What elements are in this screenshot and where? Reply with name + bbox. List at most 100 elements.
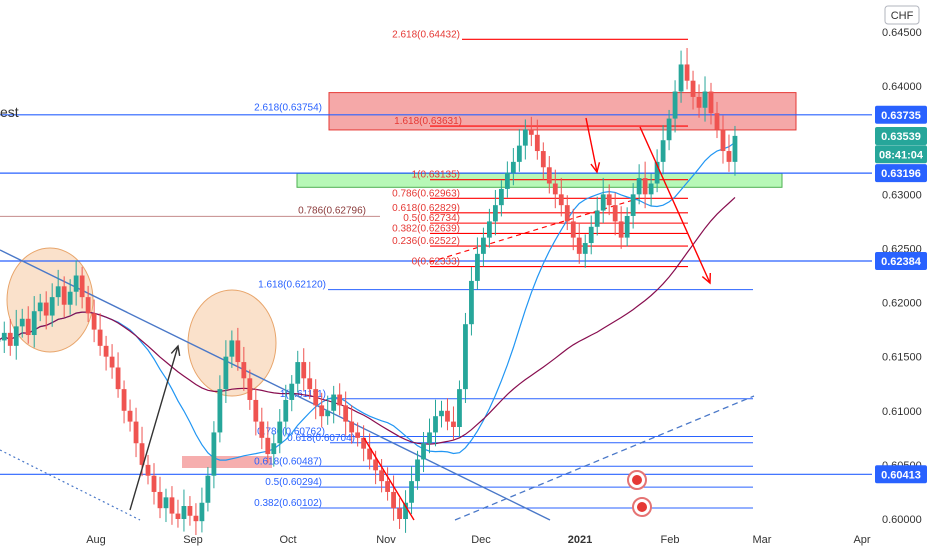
candle[interactable] [7,332,13,346]
candle[interactable] [43,302,49,316]
candle[interactable] [187,506,193,516]
candle[interactable] [253,399,259,422]
candle[interactable] [588,226,594,244]
candle[interactable] [546,167,552,184]
candle[interactable] [648,183,654,195]
candle[interactable] [433,416,438,433]
candle[interactable] [0,340,1,342]
price-badge[interactable] [875,251,927,270]
candle[interactable] [319,405,325,417]
candle[interactable] [211,432,217,476]
candle[interactable] [409,481,414,503]
candle[interactable] [97,329,103,346]
candle[interactable] [427,432,432,444]
candle[interactable] [510,161,516,173]
candle[interactable] [660,140,666,162]
candle[interactable] [307,378,313,390]
candle[interactable] [618,221,624,238]
candle[interactable] [259,421,265,438]
candle[interactable] [121,389,127,411]
candle[interactable] [79,275,85,298]
candle[interactable] [55,286,61,298]
candle[interactable] [139,443,145,465]
dotted-trendline[interactable] [0,449,141,521]
candle[interactable] [217,389,223,433]
candle[interactable] [702,91,708,108]
candle[interactable] [301,362,307,379]
candle[interactable] [235,340,241,363]
candle[interactable] [564,205,570,222]
candle[interactable] [385,481,390,492]
candle[interactable] [666,118,672,141]
candle[interactable] [624,215,630,238]
candle[interactable] [241,362,247,379]
candle[interactable] [337,394,343,406]
ma-slow-line[interactable] [0,196,736,445]
candle[interactable] [415,459,420,482]
candle[interactable] [175,513,181,519]
candle[interactable] [457,389,462,428]
candle[interactable] [85,297,91,314]
candle[interactable] [534,134,540,152]
candle[interactable] [19,318,25,327]
candle[interactable] [31,311,37,336]
candle[interactable] [540,151,546,168]
candle[interactable] [445,410,450,422]
candle[interactable] [558,194,564,206]
candle[interactable] [654,161,660,184]
candle[interactable] [115,367,121,390]
candle[interactable] [439,410,444,417]
candle[interactable] [223,356,229,390]
candle[interactable] [145,464,151,476]
candle[interactable] [193,515,199,522]
candle[interactable] [498,188,504,206]
candle[interactable] [61,286,67,305]
candle[interactable] [331,394,337,411]
candle[interactable] [528,129,534,135]
candle[interactable] [163,497,169,509]
candle[interactable] [492,205,498,222]
candle[interactable] [151,475,157,492]
candle[interactable] [606,194,612,206]
candle[interactable] [343,405,349,422]
candle[interactable] [325,410,331,417]
candle[interactable] [355,432,361,438]
candle[interactable] [690,80,696,97]
candle[interactable] [475,253,480,281]
candle[interactable] [169,497,175,514]
candle[interactable] [127,410,133,422]
candle[interactable] [684,64,690,81]
price-badge[interactable] [875,105,927,124]
candle[interactable] [678,64,684,92]
candle[interactable] [582,243,588,254]
candle[interactable] [367,448,373,460]
candle[interactable] [403,502,408,519]
candle[interactable] [516,145,522,162]
candle[interactable] [313,389,319,406]
candle[interactable] [205,475,211,503]
arrow-up[interactable] [129,345,179,511]
arrow-down-lower[interactable] [363,437,415,521]
candle[interactable] [481,237,486,254]
candle[interactable] [732,135,738,162]
candle[interactable] [463,324,468,390]
candle[interactable] [594,210,600,227]
candle[interactable] [271,443,277,455]
price-badge[interactable] [875,465,927,484]
candle[interactable] [103,345,109,357]
price-badge[interactable] [875,127,927,146]
candle[interactable] [600,194,606,211]
candle[interactable] [487,221,492,238]
candle[interactable] [295,362,301,384]
candle[interactable] [576,237,582,254]
ma-fast-line[interactable] [0,141,736,461]
arrow-down-small[interactable] [585,117,598,173]
candle[interactable] [109,356,115,368]
candle[interactable] [714,113,720,130]
candle[interactable] [391,491,396,509]
countdown-badge[interactable] [875,145,927,164]
candle[interactable] [277,421,283,444]
candle[interactable] [708,91,714,114]
candle[interactable] [522,129,528,146]
candle[interactable] [642,178,648,195]
